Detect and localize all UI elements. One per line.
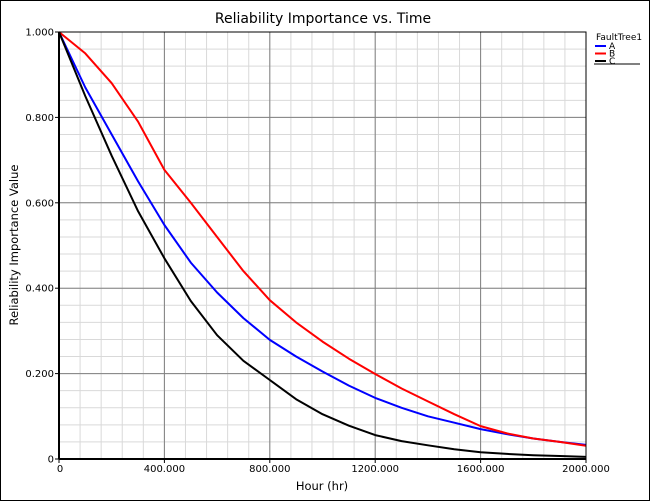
y-axis-ticks: 0 0.200 0.400 0.600 0.800 1.000 (25, 28, 59, 466)
y-tick-label: 0.200 (25, 369, 54, 380)
series-line-b (58, 31, 587, 447)
x-tick-label: 1600.000 (457, 464, 505, 475)
legend-label-b: B (609, 50, 615, 60)
x-tick-label: 2000.000 (562, 464, 610, 475)
y-tick-label: 0.600 (25, 198, 54, 209)
x-axis-ticks: 0 400.000 800.000 1200.000 1600.000 2000.000 (57, 459, 610, 475)
x-tick-label: 1200.000 (351, 464, 399, 475)
x-tick-label: 0 (57, 464, 63, 475)
x-tick-label: 800.000 (249, 464, 290, 475)
legend-label-a: A (609, 42, 616, 52)
series-line-a (58, 31, 587, 446)
legend: FaultTree1 ABC (594, 33, 642, 67)
series-line-c (58, 31, 587, 458)
y-tick-label: 1.000 (25, 28, 54, 39)
x-tick-label: 400.000 (144, 464, 185, 475)
axes (58, 31, 587, 460)
chart-title: Reliability Importance vs. Time (215, 11, 431, 27)
y-tick-label: 0.800 (25, 113, 54, 124)
legend-title: FaultTree1 (596, 33, 642, 43)
minor-grid (58, 31, 587, 460)
y-tick-label: 0 (48, 455, 54, 466)
y-tick-label: 0.400 (25, 284, 54, 295)
y-axis-label: Reliability Importance Value (7, 165, 21, 326)
major-grid (58, 31, 587, 460)
x-axis-label: Hour (hr) (296, 479, 348, 493)
legend-label-c: C (609, 57, 615, 67)
series-lines (58, 31, 587, 458)
